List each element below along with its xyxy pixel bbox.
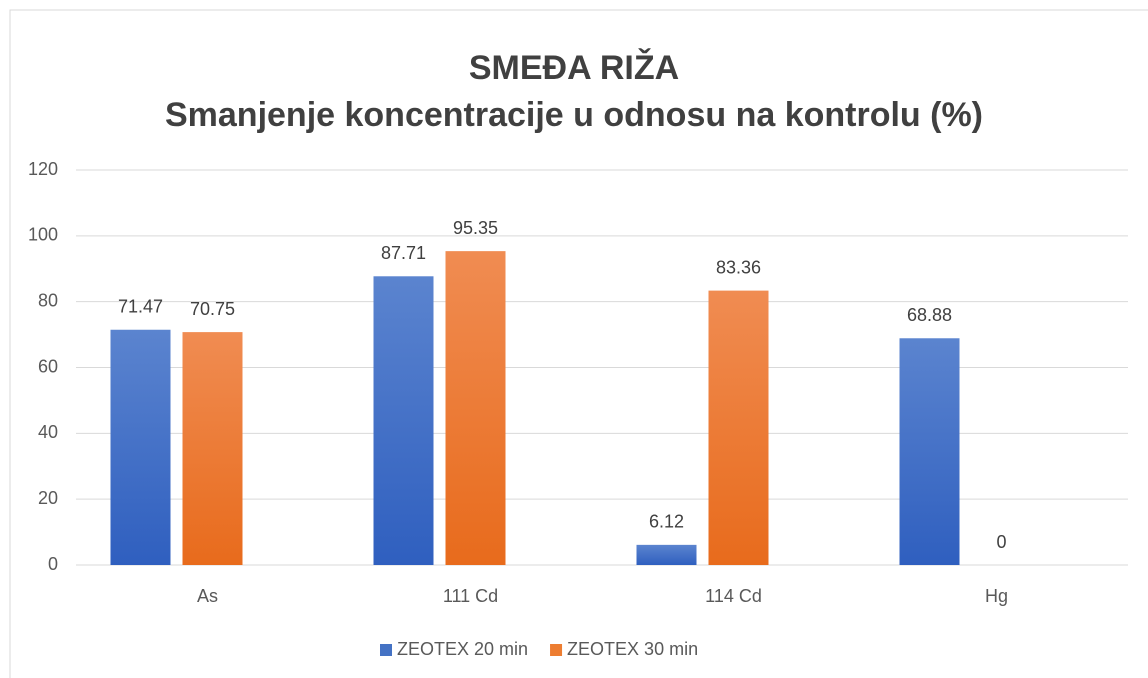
bar (899, 338, 960, 565)
bar (636, 544, 697, 565)
data-label: 95.35 (453, 218, 498, 238)
data-label: 70.75 (190, 299, 235, 319)
bar (110, 329, 171, 565)
x-tick-label: As (197, 586, 218, 606)
y-tick-label: 120 (28, 159, 58, 179)
x-tick-label: 111 Cd (443, 586, 498, 606)
x-tick-label: 114 Cd (705, 586, 762, 606)
data-label: 6.12 (649, 512, 684, 532)
bar (182, 332, 243, 565)
y-tick-label: 20 (38, 488, 58, 508)
chart-subtitle: Smanjenje koncentracije u odnosu na kont… (165, 96, 983, 134)
x-tick-label: Hg (985, 586, 1008, 606)
data-label: 71.47 (118, 296, 163, 316)
legend-label: ZEOTEX 30 min (567, 639, 698, 659)
y-tick-label: 80 (38, 290, 58, 310)
bar (445, 251, 506, 565)
legend-label: ZEOTEX 20 min (397, 639, 528, 659)
legend-swatch (380, 644, 392, 656)
data-label: 83.36 (716, 257, 761, 277)
chart-title: SMEĐA RIŽA (469, 49, 679, 87)
legend-swatch (550, 644, 563, 656)
y-tick-label: 100 (28, 225, 58, 245)
y-tick-label: 40 (38, 422, 58, 442)
data-label: 87.71 (381, 243, 426, 263)
y-tick-label: 0 (48, 554, 58, 574)
bar (373, 276, 434, 565)
y-tick-label: 60 (38, 356, 58, 376)
data-label: 68.88 (907, 305, 952, 325)
bar (708, 290, 769, 565)
data-label: 0 (996, 532, 1006, 552)
